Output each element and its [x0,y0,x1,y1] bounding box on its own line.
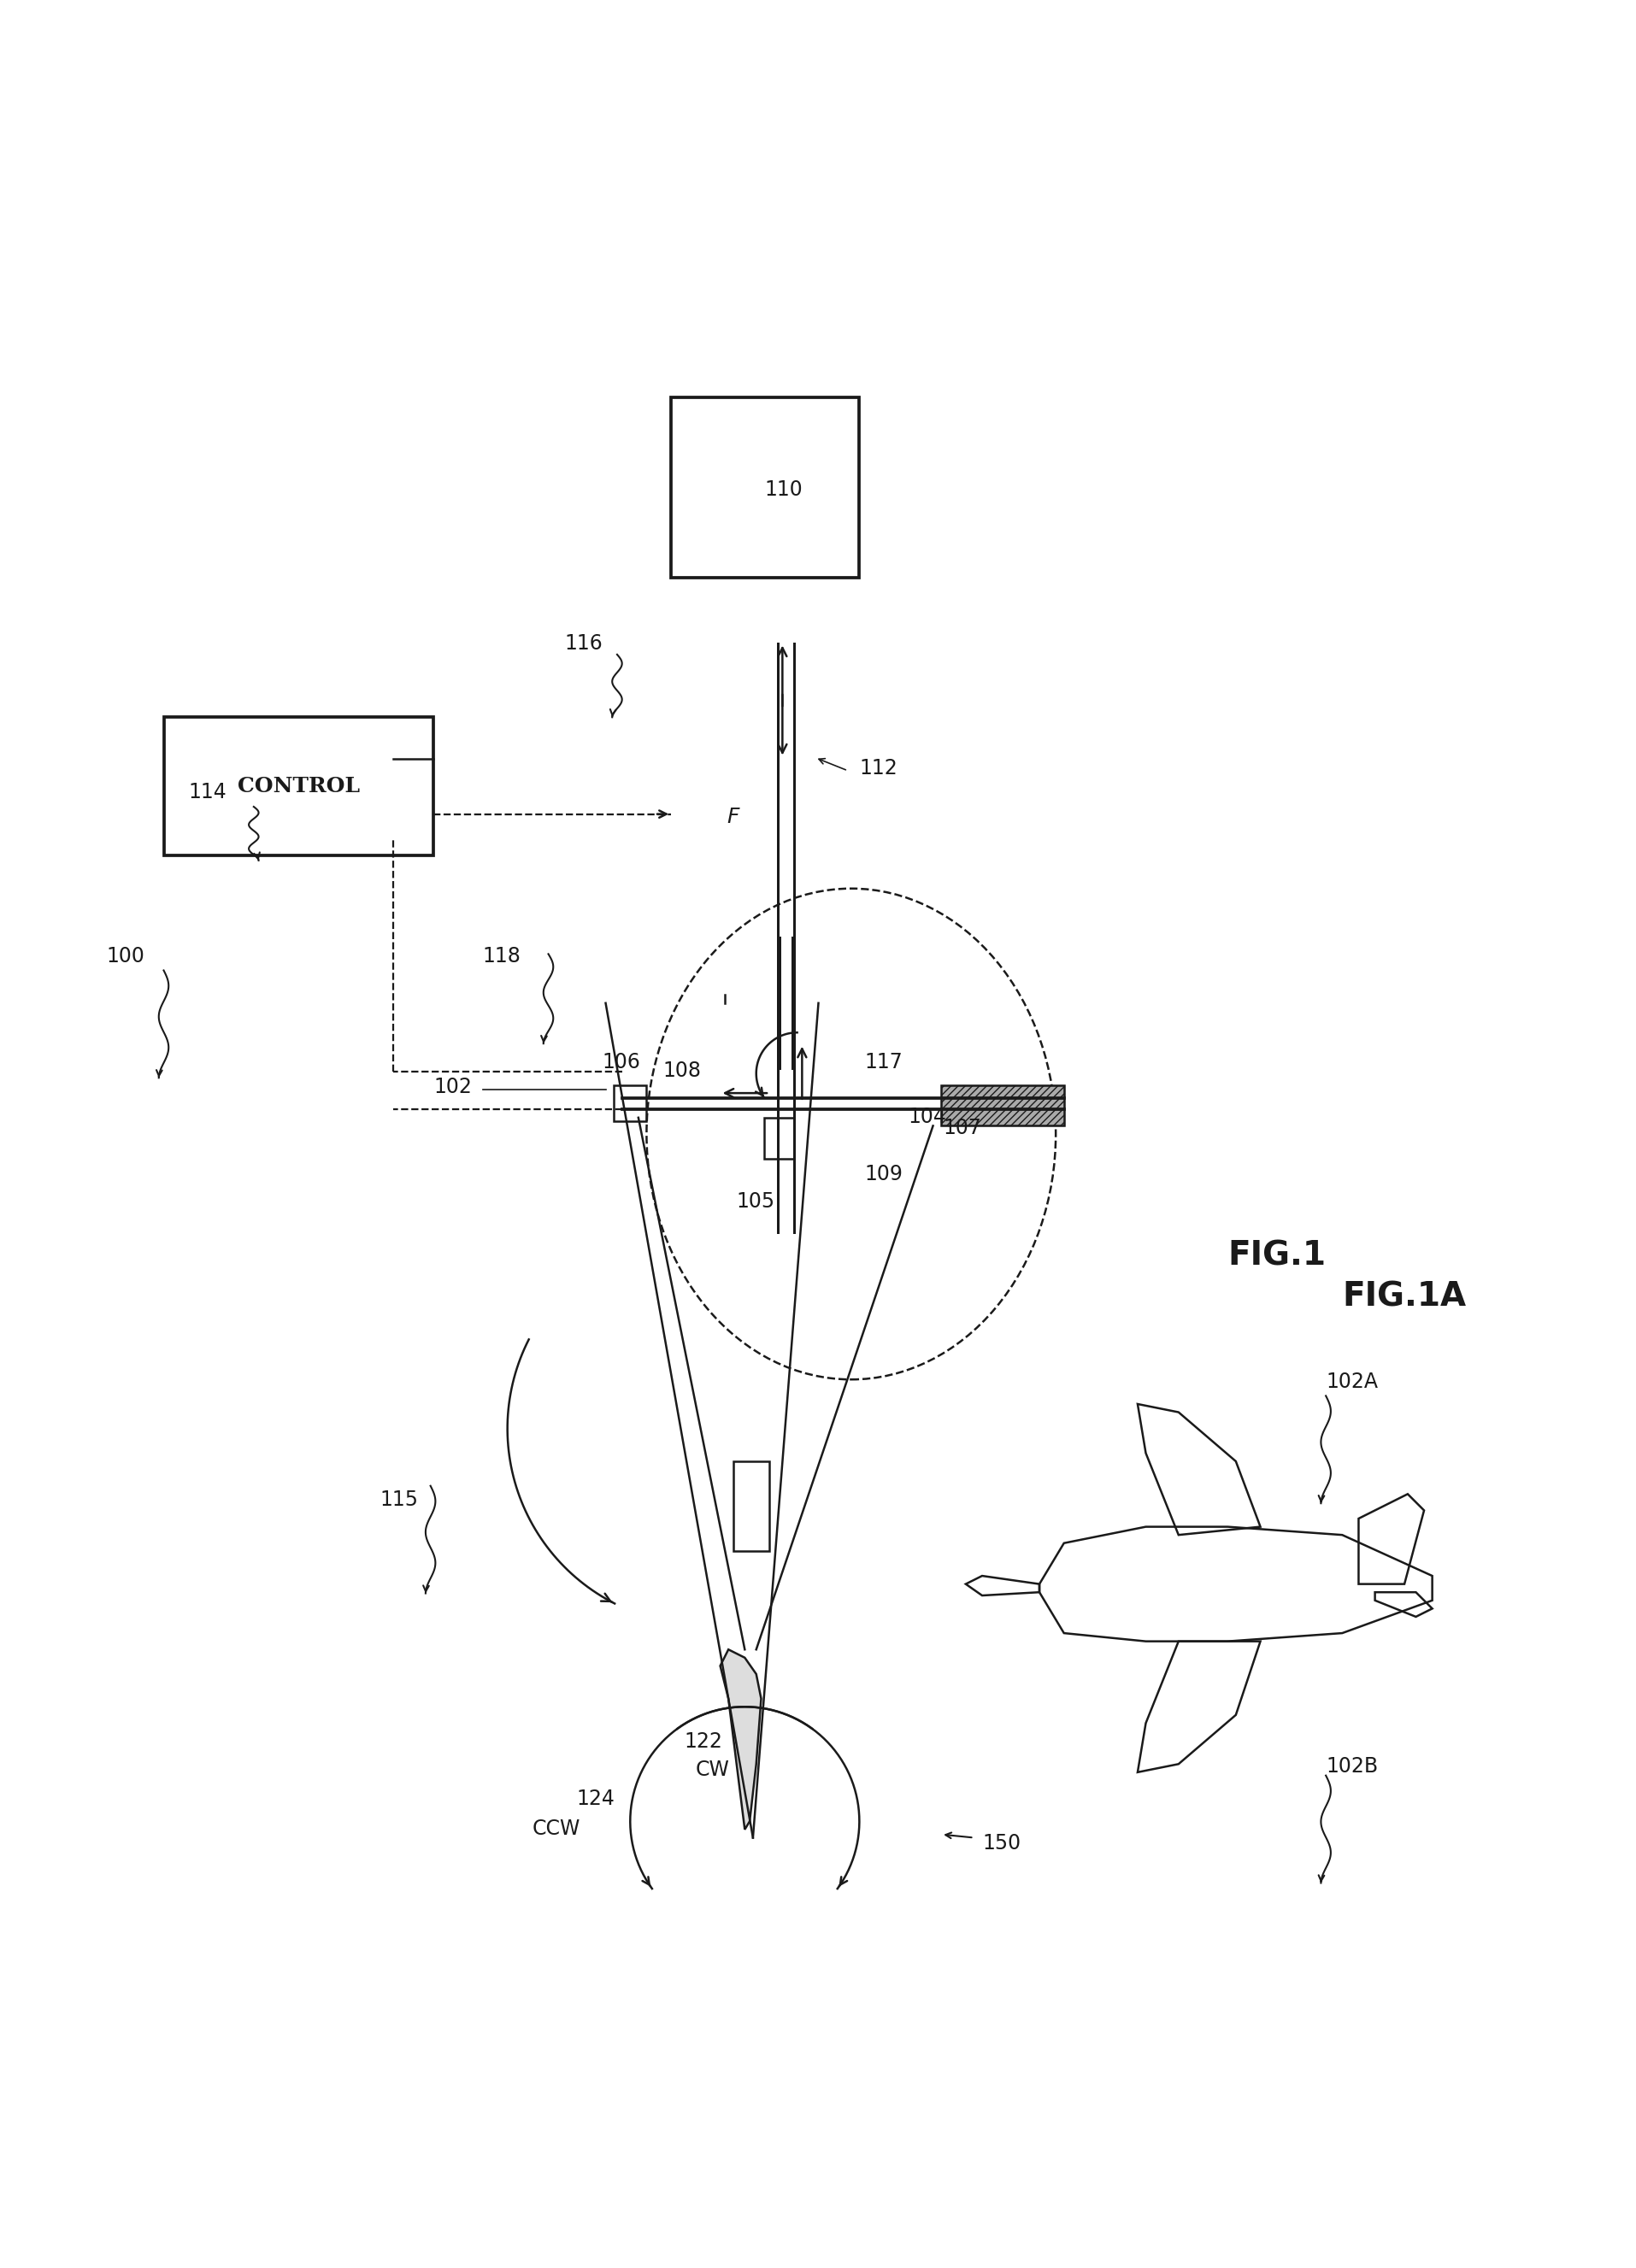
Text: 100: 100 [106,946,144,966]
Text: 150: 150 [982,1833,1021,1853]
Text: 102B: 102B [1325,1755,1378,1776]
Text: FIG.1A: FIG.1A [1342,1279,1466,1313]
Bar [614,1084,646,1120]
Text: 108: 108 [663,1061,700,1082]
Text: 112: 112 [859,758,897,778]
Text: 104: 104 [908,1107,946,1127]
Text: 124: 124 [576,1789,614,1810]
Text: 118: 118 [483,946,520,966]
Text: CCW: CCW [532,1819,579,1839]
Text: FIG.1: FIG.1 [1227,1238,1325,1272]
Bar [671,397,859,578]
Bar [941,1084,1063,1125]
Polygon shape [720,1649,761,1830]
Text: 122: 122 [684,1730,721,1751]
Text: 109: 109 [864,1163,901,1184]
Text: F: F [726,807,739,828]
Text: 102: 102 [434,1077,471,1098]
Text: CW: CW [695,1760,730,1780]
Text: 110: 110 [764,479,802,499]
Bar [941,1084,1063,1125]
Text: 114: 114 [188,782,226,803]
Bar [733,1461,769,1551]
Text: 107: 107 [942,1118,980,1139]
Text: CONTROL: CONTROL [237,776,360,796]
Bar [764,1118,793,1159]
Text: 102A: 102A [1325,1372,1378,1393]
Text: 116: 116 [564,633,602,653]
Text: 117: 117 [864,1052,901,1073]
Text: 105: 105 [736,1191,775,1211]
Bar [164,717,434,855]
Text: 106: 106 [602,1052,640,1073]
Text: 115: 115 [380,1490,417,1510]
